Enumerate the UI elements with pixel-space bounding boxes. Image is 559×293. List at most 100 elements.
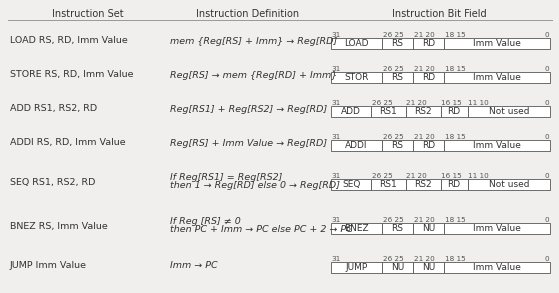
Text: Not used: Not used (489, 180, 529, 189)
Bar (331, 140, 382, 151)
Text: ADDI RS, RD, Imm Value: ADDI RS, RD, Imm Value (10, 139, 126, 147)
Bar (444, 72, 550, 83)
Bar (382, 38, 413, 49)
Text: 0: 0 (545, 100, 549, 106)
Text: 31: 31 (331, 100, 341, 106)
Bar (444, 262, 550, 273)
Text: 26 25: 26 25 (382, 32, 404, 38)
Bar (331, 38, 382, 49)
Text: Reg[RS] + Imm Value → Reg[RD]: Reg[RS] + Imm Value → Reg[RD] (170, 139, 327, 147)
Text: BNEZ RS, Imm Value: BNEZ RS, Imm Value (10, 222, 108, 231)
Bar (444, 223, 550, 234)
Text: 0: 0 (545, 66, 549, 72)
Text: NU: NU (391, 263, 404, 272)
Text: ADD RS1, RS2, RD: ADD RS1, RS2, RD (10, 105, 97, 113)
Text: 31: 31 (331, 134, 341, 140)
Text: 26 25: 26 25 (382, 256, 404, 262)
Text: RD: RD (448, 107, 461, 116)
Bar (331, 179, 371, 190)
Text: 18 15: 18 15 (444, 217, 466, 223)
Bar (382, 140, 413, 151)
Text: mem {Reg[RS] + Imm} → Reg[RD]: mem {Reg[RS] + Imm} → Reg[RD] (170, 37, 337, 45)
Bar (440, 106, 468, 117)
Text: 26 25: 26 25 (382, 134, 404, 140)
Text: RS: RS (392, 224, 404, 233)
Text: LOAD: LOAD (344, 39, 369, 48)
Text: 18 15: 18 15 (444, 134, 466, 140)
Text: 18 15: 18 15 (444, 32, 466, 38)
Text: 31: 31 (331, 66, 341, 72)
Bar (382, 262, 413, 273)
Text: then PC + Imm → PC else PC + 2 → PC: then PC + Imm → PC else PC + 2 → PC (170, 226, 353, 234)
Text: 31: 31 (331, 256, 341, 262)
Bar (331, 223, 382, 234)
Text: 21 20: 21 20 (414, 134, 434, 140)
Bar (413, 72, 444, 83)
Text: 18 15: 18 15 (444, 256, 466, 262)
Bar (331, 262, 382, 273)
Text: NU: NU (422, 224, 435, 233)
Text: ADD: ADD (341, 107, 361, 116)
Text: RS2: RS2 (414, 107, 432, 116)
Text: BNEZ: BNEZ (344, 224, 369, 233)
Bar (444, 140, 550, 151)
Text: STOR: STOR (344, 73, 369, 82)
Text: 11 10: 11 10 (468, 100, 489, 106)
Text: SEQ: SEQ (342, 180, 360, 189)
Text: Not used: Not used (489, 107, 529, 116)
Bar (371, 179, 406, 190)
Bar (331, 72, 382, 83)
Text: 31: 31 (331, 217, 341, 223)
Bar (382, 72, 413, 83)
Bar (413, 38, 444, 49)
Bar (406, 106, 440, 117)
Text: RD: RD (422, 73, 435, 82)
Text: SEQ RS1, RS2, RD: SEQ RS1, RS2, RD (10, 178, 96, 187)
Text: RS1: RS1 (380, 107, 397, 116)
Text: 31: 31 (331, 32, 341, 38)
Bar (413, 262, 444, 273)
Bar (413, 223, 444, 234)
Text: 0: 0 (545, 32, 549, 38)
Text: Instruction Definition: Instruction Definition (196, 9, 299, 19)
Text: Instruction Set: Instruction Set (52, 9, 124, 19)
Text: JUMP Imm Value: JUMP Imm Value (10, 260, 87, 270)
Text: 21 20: 21 20 (414, 32, 434, 38)
Text: 0: 0 (545, 217, 549, 223)
Text: 21 20: 21 20 (414, 256, 434, 262)
Text: RD: RD (422, 141, 435, 150)
Text: Imm → PC: Imm → PC (170, 260, 217, 270)
Text: 0: 0 (545, 173, 549, 179)
Text: Reg[RS] → mem {Reg[RD] + Imm}: Reg[RS] → mem {Reg[RD] + Imm} (170, 71, 337, 79)
Bar (371, 106, 406, 117)
Text: 21 20: 21 20 (414, 66, 434, 72)
Text: If Reg [RS] ≠ 0: If Reg [RS] ≠ 0 (170, 217, 241, 226)
Text: 16 15: 16 15 (441, 173, 462, 179)
Text: then 1 → Reg[RD] else 0 → Reg[RD]: then 1 → Reg[RD] else 0 → Reg[RD] (170, 181, 340, 190)
Text: 16 15: 16 15 (441, 100, 462, 106)
Text: Reg[RS1] + Reg[RS2] → Reg[RD]: Reg[RS1] + Reg[RS2] → Reg[RD] (170, 105, 327, 113)
Text: 26 25: 26 25 (382, 217, 404, 223)
Bar (406, 179, 440, 190)
Bar (382, 223, 413, 234)
Text: 26 25: 26 25 (382, 66, 404, 72)
Text: JUMP: JUMP (345, 263, 368, 272)
Text: Instruction Bit Field: Instruction Bit Field (392, 9, 487, 19)
Bar (413, 140, 444, 151)
Text: RS2: RS2 (414, 180, 432, 189)
Text: If Reg[RS1] = Reg[RS2]: If Reg[RS1] = Reg[RS2] (170, 173, 282, 183)
Text: 26 25: 26 25 (372, 100, 392, 106)
Bar (440, 179, 468, 190)
Text: LOAD RS, RD, Imm Value: LOAD RS, RD, Imm Value (10, 37, 128, 45)
Text: RD: RD (422, 39, 435, 48)
Bar (331, 106, 371, 117)
Text: 21 20: 21 20 (414, 217, 434, 223)
Text: 21 20: 21 20 (406, 173, 427, 179)
Text: Imm Value: Imm Value (473, 263, 521, 272)
Text: Imm Value: Imm Value (473, 39, 521, 48)
Text: Imm Value: Imm Value (473, 73, 521, 82)
Text: RS: RS (392, 39, 404, 48)
Text: 18 15: 18 15 (444, 66, 466, 72)
Text: RS: RS (392, 141, 404, 150)
Text: RS: RS (392, 73, 404, 82)
